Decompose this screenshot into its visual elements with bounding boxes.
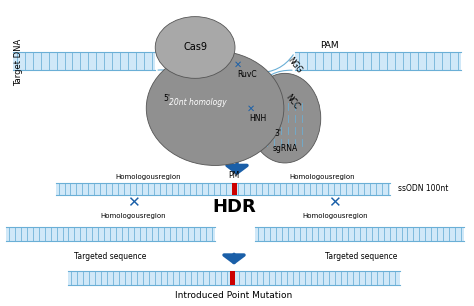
Text: RuvC: RuvC <box>237 70 257 79</box>
Bar <box>162 93 255 110</box>
Text: sgRNA: sgRNA <box>272 144 298 152</box>
Bar <box>69 271 400 285</box>
Text: Target DNA: Target DNA <box>14 39 23 86</box>
Text: PAM: PAM <box>320 41 338 50</box>
Bar <box>55 183 390 195</box>
Bar <box>13 52 155 70</box>
Text: NGG: NGG <box>286 56 304 75</box>
Text: Targeted sequence: Targeted sequence <box>326 252 398 260</box>
Text: Homologousregion: Homologousregion <box>100 213 166 219</box>
Bar <box>6 227 215 241</box>
Ellipse shape <box>249 73 321 163</box>
Text: HDR: HDR <box>212 198 256 216</box>
Text: HNH: HNH <box>249 114 266 123</box>
Bar <box>264 103 308 110</box>
Text: 3': 3' <box>274 129 282 138</box>
Bar <box>264 139 308 146</box>
Text: ✕: ✕ <box>127 195 140 210</box>
Text: Homologousregion: Homologousregion <box>302 213 367 219</box>
Bar <box>264 127 308 134</box>
Bar <box>232 183 237 195</box>
Text: NCC: NCC <box>283 93 301 111</box>
Text: Cas9: Cas9 <box>183 43 207 53</box>
Text: PM: PM <box>228 171 240 180</box>
Bar <box>255 227 465 241</box>
Ellipse shape <box>146 51 284 166</box>
Text: ssODN 100nt: ssODN 100nt <box>398 184 448 193</box>
Text: Homologousregion: Homologousregion <box>116 174 181 180</box>
Bar <box>295 52 461 70</box>
Text: ✕: ✕ <box>234 59 242 69</box>
Bar <box>230 271 235 285</box>
Text: Homologousregion: Homologousregion <box>289 174 355 180</box>
Text: Introduced Point Mutation: Introduced Point Mutation <box>175 291 292 300</box>
Text: ✕: ✕ <box>247 104 255 114</box>
Bar <box>264 115 308 122</box>
Ellipse shape <box>155 17 235 78</box>
Text: ✕: ✕ <box>328 195 341 210</box>
Text: 20nt homology: 20nt homology <box>169 98 227 107</box>
Text: Targeted sequence: Targeted sequence <box>74 252 146 260</box>
Text: 5': 5' <box>164 94 171 103</box>
